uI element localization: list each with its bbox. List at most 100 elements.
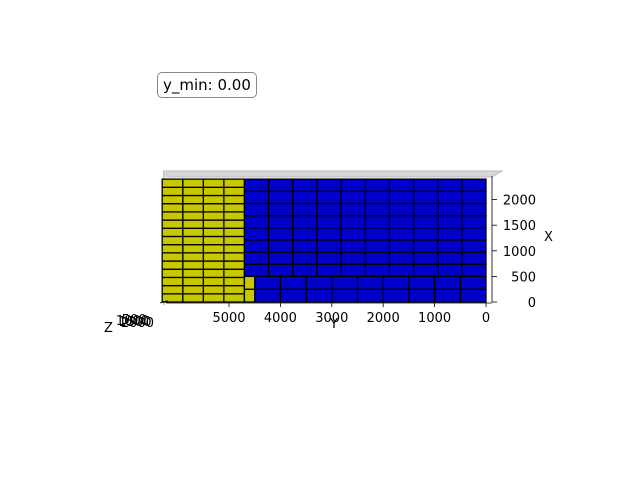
box-yellow <box>161 260 184 270</box>
box-blue <box>364 202 391 217</box>
box-blue <box>437 263 463 278</box>
y-tick-label: 4000 <box>264 311 297 326</box>
box-blue <box>433 288 461 303</box>
box-yellow <box>161 186 184 197</box>
box-yellow <box>182 219 204 229</box>
box-yellow <box>182 268 204 279</box>
box-yellow <box>223 276 246 287</box>
box-yellow <box>202 194 225 205</box>
box-blue <box>364 239 391 253</box>
box-yellow <box>182 178 204 188</box>
box-blue <box>279 288 307 303</box>
box-blue <box>364 214 391 229</box>
box-yellow <box>161 276 184 287</box>
box-yellow <box>223 178 246 188</box>
box-blue <box>243 202 270 217</box>
box-blue <box>267 190 294 205</box>
box-blue <box>364 251 391 265</box>
box-yellow <box>202 203 225 213</box>
box-yellow <box>202 186 225 197</box>
box-yellow <box>182 186 204 197</box>
box-yellow <box>223 244 246 254</box>
box-yellow <box>223 219 246 229</box>
box-blue <box>292 190 318 205</box>
box-yellow <box>223 268 246 279</box>
box-yellow <box>182 260 204 270</box>
box-blue <box>340 239 366 253</box>
y-axis: 0 1000 2000 3000 4000 5000 Y <box>166 302 492 332</box>
z-tick-label: 2000 <box>121 316 154 331</box>
box-blue <box>316 202 342 217</box>
box-blue <box>364 263 391 278</box>
box-yellow <box>202 284 225 295</box>
box-yellow <box>202 260 225 270</box>
x-tick-label: 2000 <box>503 194 536 209</box>
y-min-annotation: y_min: 0.00 <box>157 72 257 98</box>
box-blue <box>292 214 318 229</box>
box-blue <box>316 190 342 205</box>
box-blue <box>340 178 366 192</box>
box-blue <box>412 263 439 278</box>
box-blue <box>316 239 342 253</box>
y-axis-label: Y <box>329 317 338 332</box>
box-blue <box>437 227 463 241</box>
box-yellow <box>223 203 246 213</box>
box-yellow <box>243 275 256 290</box>
box-blue <box>316 263 342 278</box>
box-blue <box>292 202 318 217</box>
box-blue <box>292 239 318 253</box>
box-blue <box>340 263 366 278</box>
x-axis-label: X <box>544 230 553 245</box>
box-yellow <box>223 211 246 221</box>
box-yellow <box>161 194 184 205</box>
box-yellow <box>202 276 225 287</box>
box-blue <box>461 202 487 217</box>
box-yellow <box>223 227 246 238</box>
box-blue <box>461 239 487 253</box>
box-blue <box>254 275 282 290</box>
box-blue <box>340 214 366 229</box>
box-blue <box>412 190 439 205</box>
box-blue <box>461 178 487 192</box>
box-blue <box>356 288 384 303</box>
box-yellow <box>223 252 246 262</box>
box-yellow <box>202 178 225 188</box>
box-yellow <box>202 235 225 246</box>
box-blue <box>433 275 461 290</box>
box-yellow <box>161 178 184 188</box>
box-yellow <box>223 235 246 246</box>
box-blue <box>388 202 415 217</box>
y-tick-label: 3000 <box>315 311 348 326</box>
box-blue <box>340 190 366 205</box>
box-yellow <box>202 252 225 262</box>
box-blue <box>243 239 270 253</box>
box-blue <box>437 214 463 229</box>
box-blue <box>305 275 333 290</box>
box-blue <box>267 227 294 241</box>
box-blue <box>267 263 294 278</box>
z-tick-label: 1500 <box>118 315 151 330</box>
z-tick-label: 1000 <box>116 314 149 329</box>
box-blue <box>243 214 270 229</box>
y-tick-label: 2000 <box>367 311 400 326</box>
box-blue <box>267 239 294 253</box>
box-yellow <box>161 244 184 254</box>
box-blue <box>388 263 415 278</box>
box-yellow <box>182 235 204 246</box>
box-blue <box>364 227 391 241</box>
box-yellow <box>182 276 204 287</box>
box-blue <box>243 251 270 265</box>
box-yellow <box>223 186 246 197</box>
x-axis: 0 500 1000 1500 2000 X <box>491 176 553 311</box>
box-yellow <box>202 268 225 279</box>
box-yellow <box>161 203 184 213</box>
box-blue <box>254 288 282 303</box>
box-blue <box>267 178 294 192</box>
box-blue <box>388 251 415 265</box>
box-blue <box>292 263 318 278</box>
box-yellow <box>161 227 184 238</box>
box-yellow <box>243 288 256 303</box>
box-blue <box>267 251 294 265</box>
box-blue <box>331 275 359 290</box>
